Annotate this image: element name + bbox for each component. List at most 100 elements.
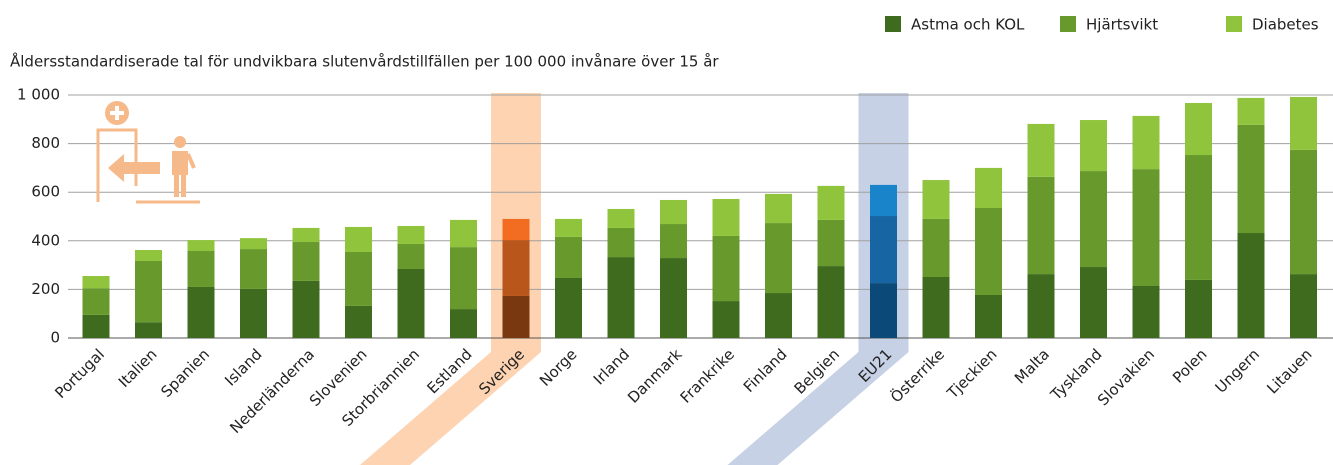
legend-label: Hjärtsvikt [1086,16,1158,34]
bar-segment [240,249,267,289]
bar-segment [82,314,110,338]
bar-segment [450,309,477,338]
bar-segment [187,286,215,338]
bar-segment [292,227,320,243]
bar-segment [240,238,267,250]
legend-swatch [1226,16,1242,32]
bar-segment [660,199,687,225]
x-tick-label: Danmark [624,345,686,407]
chart-subtitle: Åldersstandardiserade tal för undvikbara… [10,52,719,71]
bar-segment [135,260,162,323]
bar-segment [1185,103,1212,156]
bar-segment [187,240,215,252]
x-tick-label: Frankrike [677,345,738,406]
bar-segment [712,301,740,338]
bar-segment [1185,279,1212,338]
y-tick-label: 1 000 [17,86,60,104]
highlight-bands [360,93,909,465]
bar-segment [240,288,267,338]
bar-segment [1027,123,1055,177]
bars [82,96,1317,338]
bar-segment [450,219,477,248]
highlight-band [360,93,541,465]
bar-segment [1237,124,1265,234]
bar-segment [397,243,425,269]
x-tick-label: Malta [1011,345,1053,387]
bar-segment [1027,274,1055,338]
bar-segment [1027,176,1055,275]
bar-segment [765,293,792,338]
bar-segment [817,266,845,338]
bar-segment [397,268,425,338]
bar-segment [975,167,1002,208]
bar-segment [502,295,530,338]
bar-segment [922,218,950,278]
legend-swatch [1060,16,1076,32]
bar-segment [975,294,1002,338]
bar-segment [817,219,845,267]
bar-segment [765,223,792,294]
bar-segment [1290,274,1317,338]
bar-segment [1080,171,1107,268]
x-tick-label: Irland [590,345,633,388]
bar-segment [1080,120,1107,172]
bar-segment [135,250,162,261]
bar-segment [870,216,897,284]
bar-segment [765,193,792,224]
y-tick-label: 200 [31,280,60,298]
bar-segment [660,224,687,259]
x-tick-label: Island [221,345,265,389]
bar-segment [1132,115,1160,170]
bar-segment [712,235,740,302]
bar-segment [135,322,162,338]
y-tick-label: 800 [31,134,60,152]
bar-segment [555,236,582,278]
y-tick-label: 400 [31,231,60,249]
bar-segment [502,240,530,296]
bar-segment [1290,149,1317,275]
bar-segment [1237,97,1265,125]
bar-segment [82,276,110,289]
bar-segment [502,218,530,241]
y-tick-label: 0 [50,329,60,347]
legend-swatch [885,16,901,32]
bar-segment [555,218,582,237]
bar-segment [922,277,950,338]
x-tick-label: Litauen [1263,345,1315,397]
bar-segment [660,258,687,338]
bar-segment [555,277,582,338]
bar-segment [1132,169,1160,286]
bar-segment [870,184,897,217]
bar-segment [870,283,897,338]
bar-segment [292,280,320,338]
bar-segment [292,242,320,281]
bar-segment [82,288,110,315]
x-tick-label: Polen [1169,345,1210,386]
grid [68,94,1333,339]
y-tick-label: 600 [31,183,60,201]
x-tick-label: Italien [115,345,161,391]
x-tick-label: Ungern [1212,345,1263,396]
bar-segment [345,226,372,252]
x-tick-label: Norge [536,345,581,390]
bar-segment [187,251,215,287]
bar-segment [607,227,635,258]
bar-segment [1080,267,1107,338]
bar-segment [712,199,740,236]
icon [96,101,200,204]
bar-segment [607,208,635,228]
bar-segment [345,305,372,338]
bar-segment [1237,233,1265,338]
legend-label: Diabetes [1252,16,1319,34]
bar-segment [345,251,372,306]
highlight-band [727,93,909,465]
bar-segment [1132,285,1160,338]
bar-segment [1290,96,1317,150]
bar-segment [817,185,845,220]
bar-segment [397,225,425,244]
x-tick-label: Spanien [157,345,213,401]
bar-segment [1185,155,1212,280]
x-tick-label: Finland [740,345,791,396]
bar-segment [450,247,477,310]
